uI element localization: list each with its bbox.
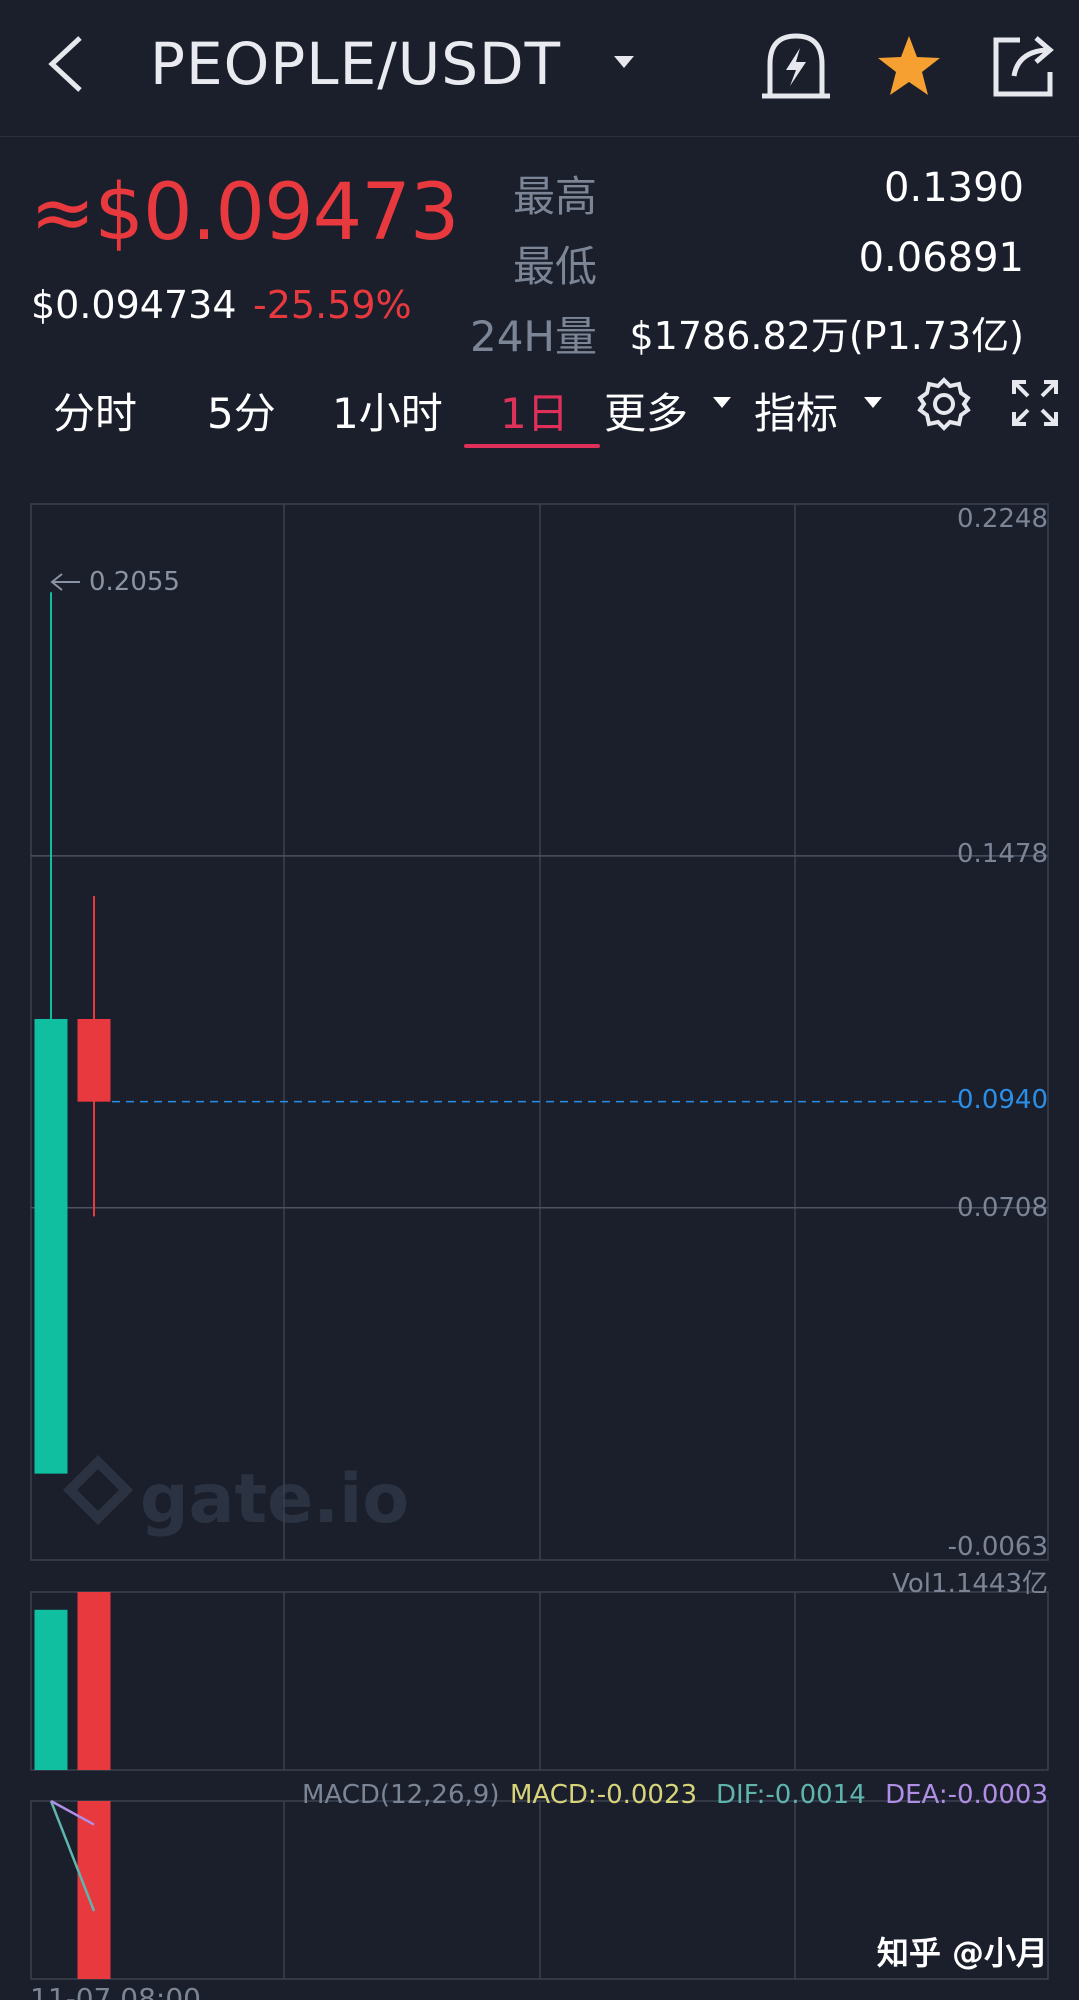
tab-more[interactable]: 更多: [604, 389, 689, 438]
svg-text:gate.io: gate.io: [140, 1460, 409, 1539]
volume-label: 24H量: [469, 312, 597, 361]
volume-value: $1786.82万(P1.73亿): [629, 314, 1025, 358]
high-label: 最高: [512, 172, 597, 221]
tab-5min[interactable]: 5分: [207, 389, 276, 438]
share-icon[interactable]: [990, 32, 1058, 98]
gear-icon[interactable]: [916, 376, 972, 432]
low-label: 最低: [512, 242, 597, 291]
last-price-approx: ≈$0.09473: [30, 168, 460, 258]
candle-body: [34, 1018, 68, 1474]
fullscreen-icon[interactable]: [1012, 380, 1058, 426]
macd-value-label: MACD:-0.0023: [510, 1780, 697, 1810]
caret-down-icon[interactable]: [614, 56, 634, 70]
top-bar: PEOPLE/USDT: [0, 0, 1079, 137]
active-tab-indicator: [464, 444, 600, 448]
bell-lightning-icon[interactable]: [760, 30, 832, 102]
y-tick-label: 0.1478: [957, 839, 1048, 869]
macd-params-label: MACD(12,26,9): [302, 1780, 499, 1810]
y-tick-label: 0.2248: [957, 504, 1048, 534]
max-price-label: 0.2055: [89, 567, 180, 597]
macd-histogram-bar: [77, 1801, 111, 1979]
caret-down-icon: [713, 397, 731, 408]
x-tick-label: 11-07 08:00: [30, 1982, 201, 2000]
star-icon[interactable]: [876, 34, 942, 98]
volume-bar: [77, 1592, 111, 1770]
last-price: $0.094734: [31, 283, 237, 327]
chart-grid: [30, 503, 1049, 1980]
dea-line: [50, 1799, 95, 1826]
gate-io-watermark: gate.io: [62, 1454, 409, 1539]
tab-indicators[interactable]: 指标: [754, 389, 839, 438]
dea-value-label: DEA:-0.0003: [885, 1780, 1048, 1810]
tab-timeshare[interactable]: 分时: [53, 389, 138, 438]
y-tick-label: 0.0708: [957, 1193, 1048, 1223]
low-value: 0.06891: [858, 235, 1024, 281]
candle-body: [77, 1018, 111, 1102]
dif-line: [49, 1800, 96, 1912]
chevron-left-icon[interactable]: [44, 34, 88, 94]
high-value: 0.1390: [884, 165, 1024, 211]
y-tick-label: -0.0063: [948, 1532, 1048, 1562]
max-price-marker: 0.2055: [50, 567, 180, 597]
pair-title[interactable]: PEOPLE/USDT: [150, 30, 562, 98]
price-change-percent: -25.59%: [253, 283, 412, 327]
caret-down-icon: [864, 397, 882, 408]
dif-value-label: DIF:-0.0014: [716, 1780, 866, 1810]
tab-1hour[interactable]: 1小时: [332, 389, 443, 438]
volume-bar: [34, 1609, 68, 1770]
author-watermark: 知乎 @小月: [877, 1934, 1048, 1972]
volume-label: Vol1.1443亿: [892, 1569, 1048, 1599]
tab-1day[interactable]: 1日: [500, 389, 569, 438]
last-price-label: 0.0940: [957, 1085, 1048, 1115]
